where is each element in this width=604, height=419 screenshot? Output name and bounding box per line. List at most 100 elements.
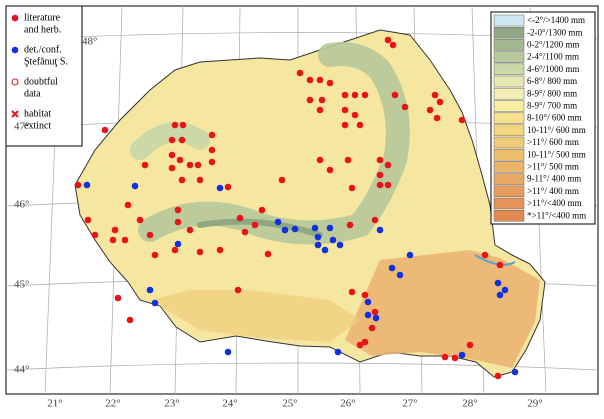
climate-swatch bbox=[493, 148, 525, 161]
red-dot bbox=[168, 136, 176, 144]
climate-label: 2-4°/1100 mm bbox=[527, 52, 579, 62]
climate-swatch bbox=[493, 39, 525, 51]
climate-swatch bbox=[493, 185, 525, 198]
blue-dot bbox=[511, 368, 519, 376]
blue-dot bbox=[376, 226, 384, 234]
red-dot bbox=[451, 354, 459, 362]
red-dot bbox=[376, 156, 384, 164]
climate-label: >11°/ 600 mm bbox=[527, 137, 579, 147]
blue-dot bbox=[329, 236, 337, 244]
red-dot bbox=[186, 226, 194, 234]
red-dot bbox=[168, 164, 176, 172]
blue-dot bbox=[388, 264, 396, 272]
high-peaks bbox=[197, 218, 323, 238]
climate-label: 10-11°/ 500 mm bbox=[527, 149, 586, 159]
red-dot bbox=[241, 228, 249, 236]
blue-dot bbox=[396, 271, 404, 279]
climate-label: >11°/<400 mm bbox=[527, 198, 582, 208]
climate-swatch bbox=[493, 51, 525, 63]
blue-dot bbox=[281, 226, 289, 234]
blue-dot bbox=[83, 181, 91, 189]
red-dot bbox=[196, 248, 204, 256]
red-dot bbox=[168, 151, 176, 159]
longitude-label: 22° bbox=[105, 398, 120, 410]
red-dot bbox=[344, 156, 352, 164]
climate-label: 10-11°/ 600 mm bbox=[527, 125, 586, 135]
red-dot bbox=[356, 121, 364, 129]
red-dot bbox=[178, 136, 186, 144]
legend-label: and herb. bbox=[24, 24, 61, 35]
climate-label: 8-9°/ 800 mm bbox=[527, 88, 577, 98]
climate-swatch bbox=[493, 26, 525, 39]
blue-dot bbox=[372, 314, 380, 322]
blue-dot bbox=[311, 224, 319, 232]
blue-dot bbox=[336, 241, 344, 249]
climate-swatch bbox=[493, 63, 525, 76]
climate-swatch bbox=[493, 112, 525, 124]
red-dot bbox=[318, 96, 326, 104]
red-dot bbox=[326, 166, 334, 174]
climate-label: -2-0°/1300 mm bbox=[527, 27, 582, 37]
blue-dot bbox=[131, 182, 139, 190]
climate-swatch bbox=[493, 14, 525, 27]
blue-dot bbox=[496, 291, 504, 299]
blue-dot bbox=[321, 246, 329, 254]
red-dot bbox=[371, 216, 379, 224]
red-dot bbox=[341, 91, 349, 99]
red-dot bbox=[234, 286, 242, 294]
red-dot bbox=[306, 96, 314, 104]
red-dot bbox=[316, 76, 324, 84]
longitude-label: 24° bbox=[222, 398, 237, 410]
climate-label: 6-8°/ 800 mm bbox=[527, 76, 577, 86]
red-dot bbox=[326, 79, 334, 87]
blue-dot bbox=[494, 279, 502, 287]
climate-label: 4-6°/1000 mm bbox=[527, 64, 579, 74]
legend-label: Ştefănuţ S. bbox=[24, 56, 68, 67]
climate-label: <-2°/>1400 mm bbox=[527, 15, 585, 25]
red-dot bbox=[348, 288, 356, 296]
red-dot bbox=[431, 91, 439, 99]
legend-label: habitat bbox=[24, 108, 51, 119]
climate-label: 0-2°/1200 mm bbox=[527, 39, 579, 49]
red-dot bbox=[351, 91, 359, 99]
occurrences bbox=[74, 36, 519, 380]
red-dot bbox=[351, 111, 359, 119]
legend-label: det./conf. bbox=[24, 44, 62, 55]
climate-label: >11°/ 500 mm bbox=[527, 161, 579, 171]
red-dot bbox=[151, 251, 159, 259]
blue-dot bbox=[216, 184, 224, 192]
blue-dot bbox=[314, 241, 322, 249]
red-dot bbox=[126, 316, 134, 324]
red-dot bbox=[208, 146, 216, 154]
red-dot bbox=[401, 103, 409, 111]
red-dot bbox=[174, 218, 182, 226]
red-dot bbox=[216, 246, 224, 254]
blue-dot bbox=[406, 251, 414, 259]
legend-box bbox=[5, 5, 83, 147]
climate-label: >11°/ 400 mm bbox=[527, 186, 579, 196]
red-dot bbox=[224, 183, 232, 191]
red-dot bbox=[341, 121, 349, 129]
climate-swatch bbox=[493, 197, 525, 210]
climate-label: *>11°/<400 mm bbox=[527, 210, 586, 220]
blue-dot bbox=[224, 348, 232, 356]
latitude-label: 48° bbox=[82, 36, 97, 48]
blue-dot bbox=[151, 299, 159, 307]
climate-label: 8-10°/ 600 mm bbox=[527, 113, 582, 123]
red-dot bbox=[306, 76, 314, 84]
red-dot bbox=[371, 308, 379, 316]
blue-dot bbox=[146, 286, 154, 294]
red-dot bbox=[186, 161, 194, 169]
red-dot bbox=[146, 231, 154, 239]
legend-label: doubtful bbox=[24, 76, 58, 87]
red-dot bbox=[171, 121, 179, 129]
longitude-label: 25° bbox=[282, 398, 297, 410]
red-dot bbox=[278, 176, 286, 184]
red-dot bbox=[384, 181, 392, 189]
red-dot bbox=[194, 161, 202, 169]
latitude-label: 46° bbox=[14, 199, 29, 211]
red-dot bbox=[341, 106, 349, 114]
red-dot bbox=[316, 156, 324, 164]
longitude-label: 23° bbox=[164, 398, 179, 410]
